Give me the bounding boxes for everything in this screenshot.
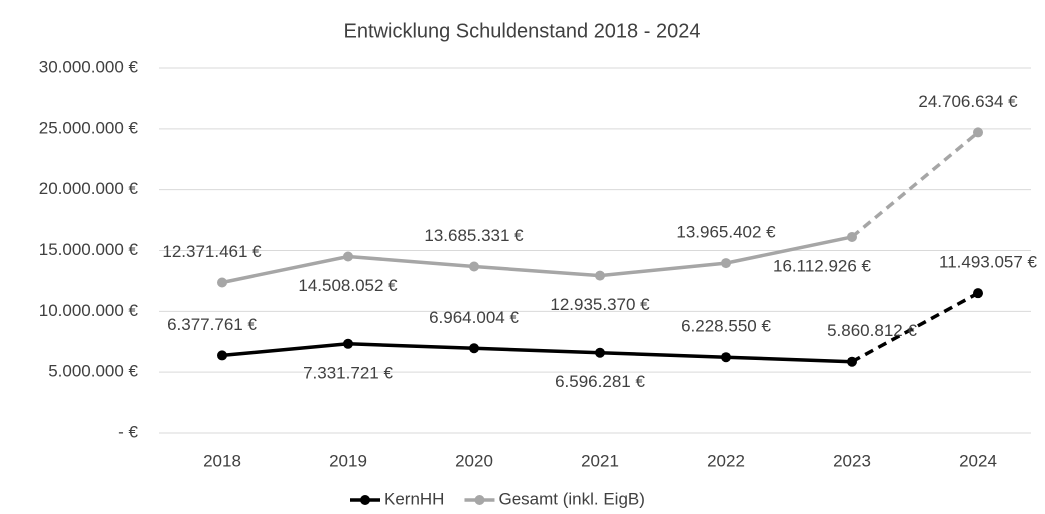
data-label: 14.508.052 € xyxy=(298,276,398,295)
data-label: 12.935.370 € xyxy=(550,295,650,314)
y-tick-label: 5.000.000 € xyxy=(48,362,138,381)
data-point xyxy=(343,251,353,262)
data-label: 11.493.057 € xyxy=(939,253,1038,272)
data-point xyxy=(343,338,353,349)
y-tick-label: - € xyxy=(118,422,138,441)
data-label: 7.331.721 € xyxy=(303,363,393,382)
data-label: 6.964.004 € xyxy=(429,308,519,327)
series-line xyxy=(221,342,853,364)
y-tick-label: 15.000.000 € xyxy=(39,240,139,259)
x-tick-label: 2023 xyxy=(833,451,871,470)
x-tick-label: 2024 xyxy=(959,451,997,470)
series-line xyxy=(850,131,980,239)
data-label: 6.596.281 € xyxy=(555,372,645,391)
y-tick-label: 20.000.000 € xyxy=(39,179,139,198)
chart-title: Entwicklung Schuldenstand 2018 - 2024 xyxy=(344,20,701,42)
data-label: 13.965.402 € xyxy=(676,223,776,242)
data-label: 12.371.461 € xyxy=(162,242,262,261)
data-label: 16.112.926 € xyxy=(773,256,872,275)
data-label: 13.685.331 € xyxy=(424,226,524,245)
data-label: 6.228.550 € xyxy=(681,317,771,336)
data-point xyxy=(595,347,605,358)
legend-marker xyxy=(360,495,370,505)
data-point xyxy=(217,350,227,361)
data-point xyxy=(595,270,605,281)
data-point xyxy=(469,261,479,272)
data-point xyxy=(721,352,731,363)
data-point xyxy=(721,258,731,269)
data-label: 6.377.761 € xyxy=(167,315,257,334)
data-label: 5.860.812 € xyxy=(827,321,917,340)
legend-marker xyxy=(474,495,485,505)
x-tick-label: 2018 xyxy=(203,451,241,470)
y-tick-label: 30.000.000 € xyxy=(39,57,139,76)
data-point xyxy=(973,127,983,138)
x-tick-label: 2019 xyxy=(329,451,367,470)
y-tick-label: 25.000.000 € xyxy=(39,118,139,137)
x-tick-label: 2021 xyxy=(581,451,619,470)
x-tick-label: 2020 xyxy=(455,451,493,470)
data-point xyxy=(217,277,227,288)
legend-label: Gesamt (inkl. EigB) xyxy=(498,489,644,508)
x-tick-label: 2022 xyxy=(707,451,745,470)
data-point xyxy=(973,288,983,299)
legend-label: KernHH xyxy=(384,489,444,508)
series-line xyxy=(851,291,979,364)
data-point xyxy=(847,356,857,367)
data-point xyxy=(847,231,857,242)
data-point xyxy=(469,343,479,354)
series-line xyxy=(221,235,853,285)
data-label: 24.706.634 € xyxy=(918,92,1018,111)
y-tick-label: 10.000.000 € xyxy=(39,301,139,320)
